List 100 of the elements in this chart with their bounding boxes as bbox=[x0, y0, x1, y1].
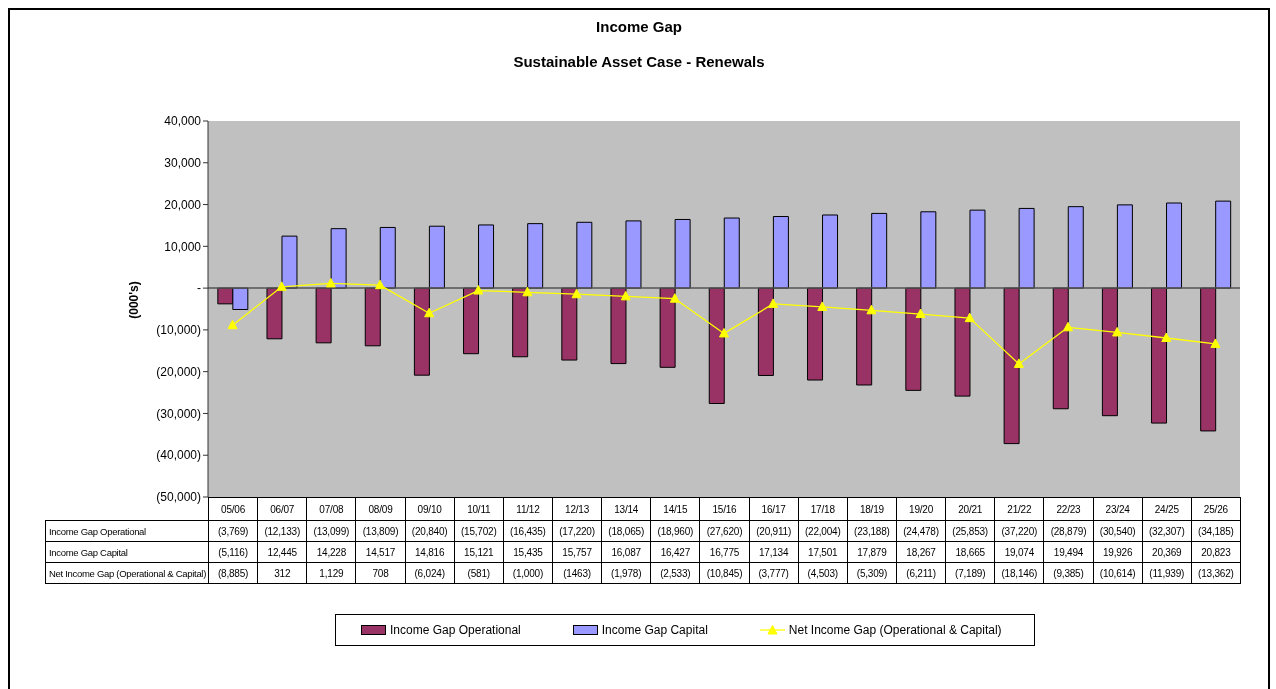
data-label: (37,220) bbox=[1001, 525, 1038, 537]
bar bbox=[527, 223, 544, 289]
x-tick-label: 06/07 bbox=[270, 503, 295, 515]
data-label: (13,099) bbox=[313, 525, 350, 537]
y-tick-label: 30,000 bbox=[164, 156, 202, 171]
bar bbox=[1200, 287, 1217, 432]
bar bbox=[428, 225, 445, 289]
data-label: 708 bbox=[372, 567, 389, 579]
data-label: 12,445 bbox=[267, 546, 297, 558]
point bbox=[325, 277, 336, 288]
data-label: (11,939) bbox=[1149, 567, 1185, 579]
data-label: (28,879) bbox=[1050, 525, 1087, 537]
data-label: (1,000) bbox=[512, 567, 544, 579]
data-label: (3,769) bbox=[217, 525, 249, 537]
data-label: 17,134 bbox=[758, 546, 789, 558]
y-tick-label: (10,000) bbox=[156, 323, 201, 338]
point bbox=[719, 327, 729, 338]
y-tick-label: (40,000) bbox=[156, 448, 201, 463]
bar bbox=[463, 287, 480, 355]
bar bbox=[512, 287, 529, 358]
data-label: (581) bbox=[467, 567, 490, 579]
point bbox=[669, 293, 680, 303]
y-tick-label: 20,000 bbox=[164, 197, 202, 212]
chart-title: Income Gap bbox=[596, 18, 682, 35]
point bbox=[522, 286, 533, 297]
y-axis-title: (000's) bbox=[127, 281, 141, 319]
y-tick-label: (20,000) bbox=[156, 364, 201, 379]
x-tick-label: 25/26 bbox=[1203, 503, 1228, 515]
data-label: (5,309) bbox=[856, 567, 888, 579]
point bbox=[424, 307, 435, 318]
data-label: (16,435) bbox=[510, 525, 546, 537]
data-label: (6,211) bbox=[906, 567, 936, 579]
data-label: 14,816 bbox=[414, 546, 445, 558]
point bbox=[964, 312, 975, 323]
data-label: 16,775 bbox=[709, 546, 740, 558]
y-tick-label: (30,000) bbox=[156, 406, 201, 421]
bar bbox=[413, 287, 430, 376]
bar bbox=[364, 287, 381, 347]
data-label: (13,809) bbox=[362, 525, 399, 537]
data-label: 15,757 bbox=[562, 546, 592, 558]
legend-label: Income Gap Capital bbox=[601, 623, 708, 637]
data-label: 15,121 bbox=[464, 546, 494, 558]
bar bbox=[266, 287, 283, 340]
data-label: 19,074 bbox=[1004, 546, 1035, 558]
data-label: (10,614) bbox=[1099, 567, 1136, 579]
data-label: (22,004) bbox=[804, 525, 841, 537]
point bbox=[620, 290, 631, 301]
data-label: 19,926 bbox=[1102, 546, 1133, 558]
point bbox=[1063, 321, 1073, 332]
y-tick-label: 10,000 bbox=[164, 239, 202, 254]
bar bbox=[757, 287, 774, 376]
x-tick-label: 15/16 bbox=[712, 503, 737, 515]
data-label: (6,024) bbox=[414, 567, 445, 579]
y-tick-label: (50,000) bbox=[156, 490, 201, 505]
data-label: (1,978) bbox=[611, 567, 642, 579]
legend-label: Income Gap Operational bbox=[390, 623, 521, 637]
bar bbox=[1052, 287, 1069, 410]
x-tick-label: 16/17 bbox=[761, 503, 786, 515]
data-label: (15,702) bbox=[460, 525, 497, 537]
x-tick-label: 14/15 bbox=[663, 503, 688, 515]
bar bbox=[315, 287, 332, 344]
bar bbox=[954, 287, 971, 397]
x-tick-label: 11/12 bbox=[516, 503, 540, 515]
bar bbox=[920, 211, 937, 289]
x-tick-label: 18/19 bbox=[859, 503, 884, 515]
bar bbox=[871, 212, 888, 289]
data-label: 20,369 bbox=[1152, 546, 1182, 558]
point bbox=[915, 308, 926, 319]
bar bbox=[1018, 207, 1035, 289]
x-tick-label: 09/10 bbox=[417, 503, 442, 515]
bar bbox=[1215, 200, 1232, 289]
point bbox=[227, 319, 238, 330]
bar bbox=[969, 209, 986, 289]
data-label: (17,220) bbox=[559, 525, 595, 537]
bar bbox=[610, 287, 627, 365]
bar bbox=[772, 216, 789, 289]
point bbox=[1013, 358, 1024, 368]
data-label: (12,133) bbox=[264, 525, 301, 537]
data-label: 18,267 bbox=[906, 546, 936, 558]
bar bbox=[1003, 287, 1020, 445]
point bbox=[866, 304, 877, 315]
bar bbox=[822, 214, 839, 289]
text: Income Gap Capital bbox=[49, 546, 128, 558]
point bbox=[276, 281, 287, 291]
data-label: (1463) bbox=[563, 567, 591, 579]
point bbox=[1210, 338, 1221, 348]
text: Net Income Gap (Operational & Capital) bbox=[49, 567, 207, 579]
bar bbox=[674, 218, 691, 289]
bar bbox=[659, 287, 676, 368]
bar bbox=[1067, 206, 1084, 289]
point bbox=[1112, 326, 1123, 337]
point bbox=[473, 285, 484, 295]
data-label: (2,533) bbox=[660, 567, 691, 579]
data-label: (3,777) bbox=[758, 567, 789, 579]
point bbox=[1161, 332, 1172, 342]
x-tick-label: 23/24 bbox=[1105, 503, 1130, 515]
legend-label: Net Income Gap (Operational & Capital) bbox=[788, 623, 1002, 637]
bar bbox=[1116, 204, 1133, 289]
data-label: (18,960) bbox=[657, 525, 694, 537]
data-label: 16,427 bbox=[660, 546, 691, 558]
